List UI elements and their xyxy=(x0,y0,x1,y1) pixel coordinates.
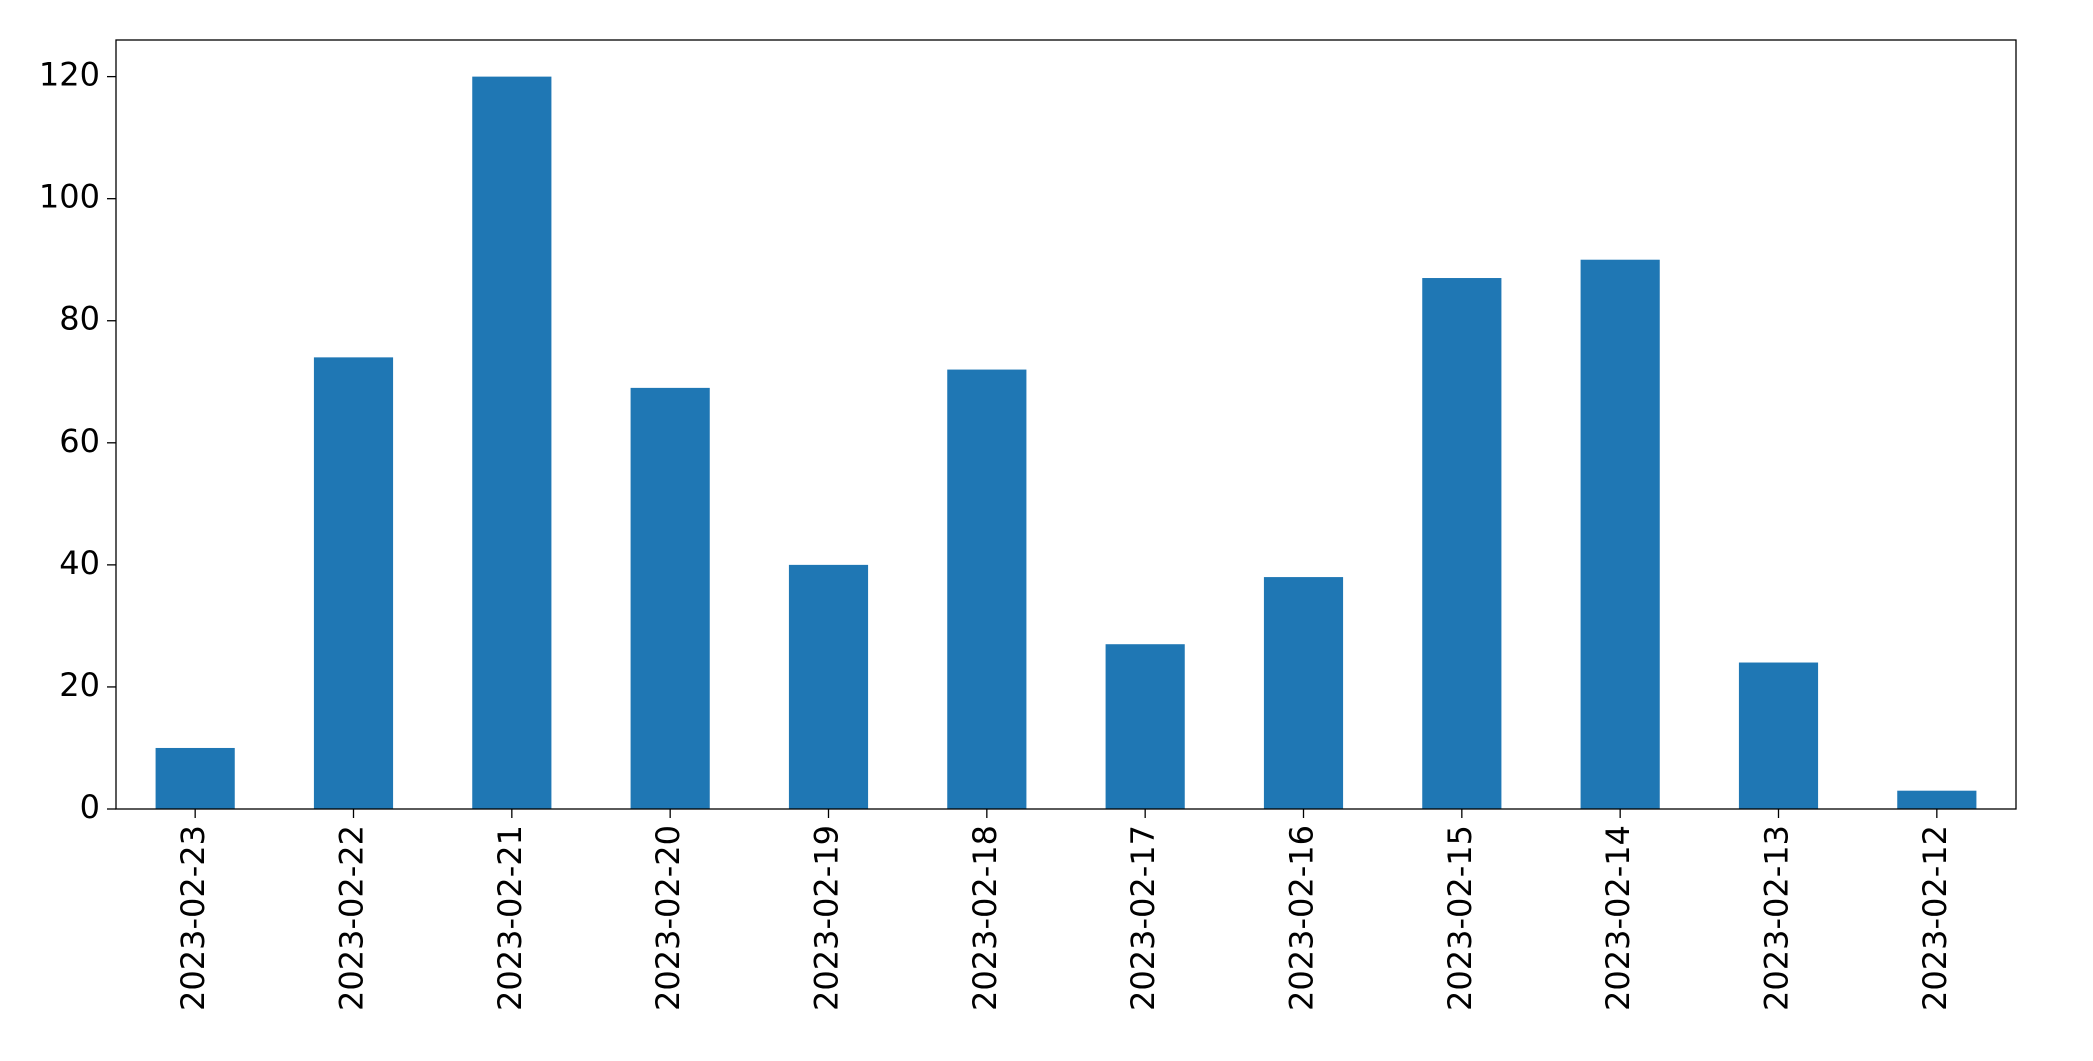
y-tick-label: 60 xyxy=(59,422,100,460)
bar xyxy=(1580,259,1660,809)
x-tick-label: 2023-02-12 xyxy=(1916,825,1954,1011)
bar xyxy=(1422,278,1502,809)
x-tick-label: 2023-02-16 xyxy=(1283,825,1321,1011)
x-tick-label: 2023-02-17 xyxy=(1124,825,1162,1011)
x-tick-label: 2023-02-14 xyxy=(1599,825,1637,1011)
bar xyxy=(1263,577,1344,809)
plot-frame xyxy=(115,39,2017,810)
bar xyxy=(1105,644,1185,809)
bar xyxy=(155,747,235,809)
x-tick-label: 2023-02-20 xyxy=(649,825,687,1011)
x-tick-label: 2023-02-19 xyxy=(808,825,846,1011)
bar xyxy=(313,357,394,809)
x-tick-label: 2023-02-21 xyxy=(491,825,529,1011)
y-tick-label: 40 xyxy=(59,544,100,582)
x-tick-label: 2023-02-15 xyxy=(1441,825,1479,1011)
bar xyxy=(630,387,710,809)
bar xyxy=(947,369,1027,809)
bar xyxy=(1738,662,1819,809)
x-tick-label: 2023-02-13 xyxy=(1758,825,1796,1011)
bar xyxy=(1897,790,1977,809)
y-tick-label: 0 xyxy=(80,788,100,826)
bar xyxy=(472,76,552,810)
y-tick-label: 80 xyxy=(59,300,100,338)
x-tick-label: 2023-02-23 xyxy=(174,825,212,1011)
bar xyxy=(788,564,869,809)
x-tick-label: 2023-02-18 xyxy=(966,825,1004,1011)
y-tick-label: 120 xyxy=(39,56,100,94)
y-tick-label: 20 xyxy=(59,666,100,704)
x-tick-label: 2023-02-22 xyxy=(333,825,371,1011)
y-tick-label: 100 xyxy=(39,178,100,216)
